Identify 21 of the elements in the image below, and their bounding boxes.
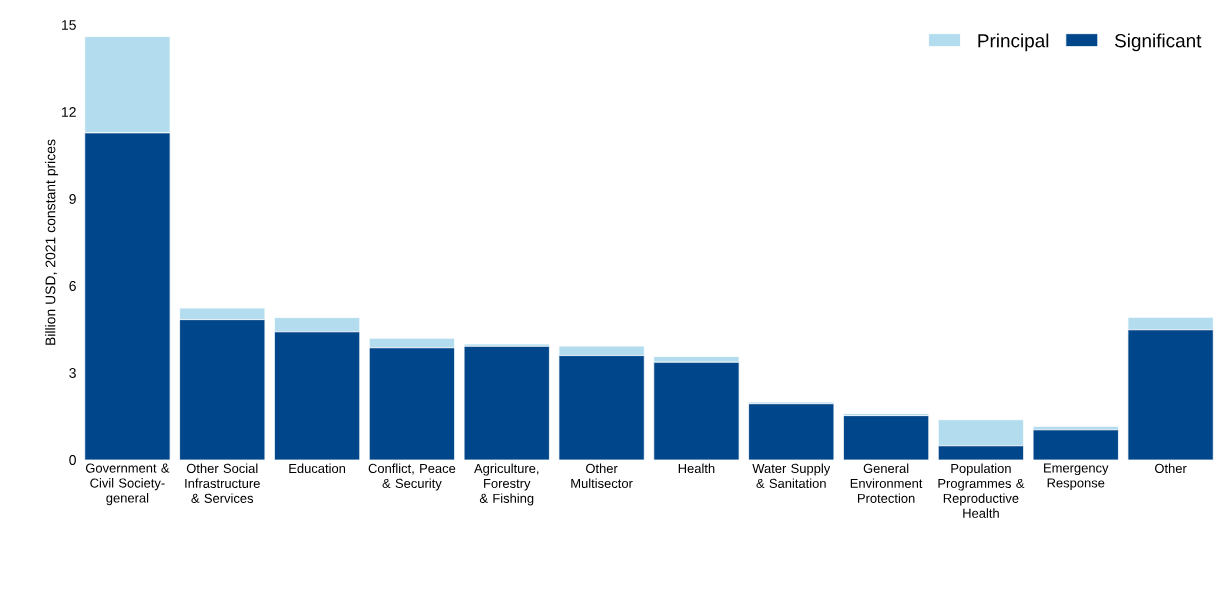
y-tick-label: 12 [62,107,76,117]
y-axis-title: Billion USD, 2021 constant prices [45,139,59,345]
x-tick-label: Other Multisector [571,463,633,488]
x-tick-label: Conflict, Peace & Security [368,463,456,491]
y-tick-label: 0 [69,455,76,465]
y-tick-label: 6 [69,281,76,291]
x-tick-label: Agriculture, Forestry & Fishing [474,463,539,506]
x-tick-label: Water Supply & Sanitation [752,463,831,488]
x-tick-label: Other Social Infrastructure & Services [185,463,260,503]
x-tick-label: General Environment Protection [850,463,923,503]
legend-label: Significant [1114,33,1202,52]
x-tick-label: Health [678,463,715,474]
x-tick-label: Government & Civil Society-general [85,463,170,506]
y-tick-label: 15 [62,20,76,30]
x-tick-label: Emergency Response [1044,463,1109,491]
x-tick-label: Population Programmes & Reproductive Health [938,463,1025,518]
x-tick-label: Other [1155,463,1187,474]
legend-label: Principal [978,33,1049,52]
y-tick-label: 3 [69,368,76,378]
x-tick-label: Education [289,463,346,474]
y-tick-label: 9 [69,194,76,204]
